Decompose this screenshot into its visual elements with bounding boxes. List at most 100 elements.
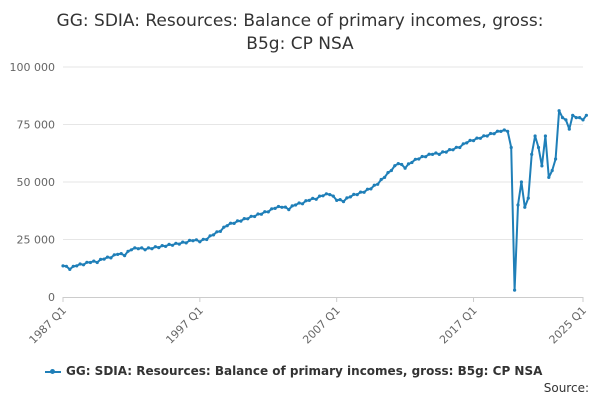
data-point[interactable] — [126, 249, 130, 253]
data-point[interactable] — [454, 145, 458, 149]
data-point[interactable] — [560, 116, 565, 120]
data-point[interactable] — [359, 190, 363, 194]
data-point[interactable] — [116, 252, 120, 256]
data-point[interactable] — [99, 257, 103, 261]
data-point[interactable] — [406, 162, 411, 166]
data-point[interactable] — [109, 256, 113, 260]
data-point[interactable] — [448, 148, 452, 152]
data-point[interactable] — [222, 225, 226, 229]
data-point[interactable] — [420, 154, 424, 159]
data-point[interactable] — [513, 288, 517, 292]
data-point[interactable] — [140, 246, 144, 250]
data-point[interactable] — [495, 129, 500, 133]
data-point[interactable] — [379, 177, 383, 182]
data-point[interactable] — [403, 166, 407, 170]
data-point[interactable] — [465, 141, 469, 145]
data-point[interactable] — [218, 229, 222, 233]
data-point[interactable] — [341, 200, 346, 204]
data-point[interactable] — [239, 219, 243, 223]
data-point[interactable] — [324, 192, 328, 196]
data-point[interactable] — [88, 260, 92, 265]
data-point[interactable] — [444, 150, 448, 154]
data-point[interactable] — [489, 131, 493, 136]
data-point[interactable] — [581, 118, 585, 122]
data-point[interactable] — [133, 246, 137, 250]
data-point[interactable] — [362, 190, 366, 194]
data-point[interactable] — [102, 257, 106, 261]
data-point[interactable] — [396, 162, 400, 166]
data-point[interactable] — [225, 224, 229, 228]
data-point[interactable] — [543, 134, 548, 138]
data-point[interactable] — [112, 253, 116, 257]
data-point[interactable] — [478, 136, 482, 140]
data-point[interactable] — [143, 248, 147, 252]
data-point[interactable] — [273, 206, 277, 210]
data-point[interactable] — [198, 240, 202, 244]
data-point[interactable] — [482, 134, 486, 138]
data-point[interactable] — [146, 246, 151, 250]
data-point[interactable] — [263, 210, 267, 214]
data-point[interactable] — [348, 195, 352, 199]
data-point[interactable] — [331, 194, 335, 198]
data-point[interactable] — [259, 212, 263, 216]
data-point[interactable] — [526, 196, 530, 200]
data-point[interactable] — [369, 187, 373, 191]
data-point[interactable] — [458, 145, 462, 150]
data-point[interactable] — [441, 150, 445, 154]
data-point[interactable] — [386, 171, 390, 175]
data-point[interactable] — [499, 129, 503, 133]
data-point[interactable] — [554, 157, 558, 161]
data-point[interactable] — [523, 205, 527, 209]
data-point[interactable] — [475, 136, 479, 140]
data-point[interactable] — [177, 242, 181, 246]
data-point[interactable] — [266, 210, 270, 214]
data-point[interactable] — [550, 168, 554, 173]
data-point[interactable] — [355, 193, 359, 197]
data-point[interactable] — [536, 145, 541, 150]
data-point[interactable] — [174, 241, 178, 245]
data-point[interactable] — [417, 157, 421, 161]
data-point[interactable] — [530, 152, 534, 156]
data-point[interactable] — [129, 248, 133, 252]
data-point[interactable] — [164, 244, 168, 248]
data-point[interactable] — [253, 214, 257, 219]
data-point[interactable] — [150, 247, 154, 251]
data-point[interactable] — [516, 203, 520, 207]
data-point[interactable] — [533, 134, 537, 138]
data-point[interactable] — [314, 197, 318, 201]
data-point[interactable] — [85, 260, 89, 264]
data-point[interactable] — [136, 247, 140, 251]
data-point[interactable] — [157, 246, 161, 250]
data-point[interactable] — [376, 182, 380, 186]
data-point[interactable] — [208, 234, 212, 238]
data-point[interactable] — [119, 252, 123, 256]
data-point[interactable] — [509, 145, 513, 150]
data-point[interactable] — [502, 128, 506, 132]
data-point[interactable] — [584, 113, 589, 117]
data-point[interactable] — [92, 259, 96, 263]
data-point[interactable] — [365, 187, 370, 191]
data-point[interactable] — [574, 116, 578, 120]
data-point[interactable] — [188, 238, 192, 242]
data-point[interactable] — [297, 201, 301, 205]
data-point[interactable] — [201, 237, 205, 241]
data-point[interactable] — [191, 239, 195, 243]
data-point[interactable] — [205, 237, 209, 242]
data-point[interactable] — [287, 208, 291, 212]
data-point[interactable] — [232, 221, 236, 225]
data-point[interactable] — [78, 262, 82, 266]
data-point[interactable] — [430, 152, 435, 156]
data-point[interactable] — [328, 193, 332, 197]
data-point[interactable] — [540, 164, 544, 168]
data-point[interactable] — [215, 230, 219, 234]
data-point[interactable] — [492, 132, 496, 136]
data-point[interactable] — [519, 180, 524, 184]
data-point[interactable] — [81, 263, 86, 267]
data-point[interactable] — [229, 221, 233, 225]
data-point[interactable] — [393, 164, 397, 168]
data-point[interactable] — [345, 196, 349, 200]
data-point[interactable] — [352, 192, 356, 196]
data-point[interactable] — [105, 255, 110, 259]
data-point[interactable] — [427, 152, 431, 156]
data-point[interactable] — [153, 245, 157, 249]
